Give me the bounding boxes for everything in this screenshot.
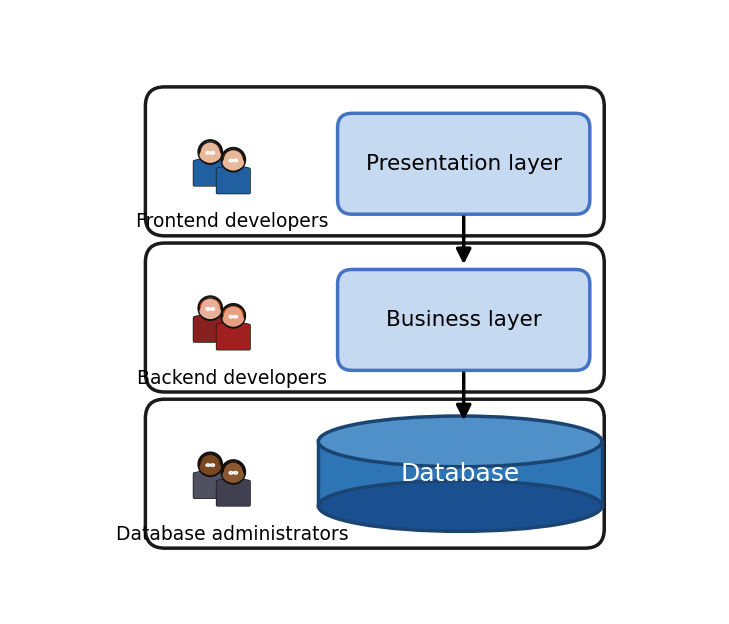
Ellipse shape xyxy=(200,142,221,158)
Polygon shape xyxy=(217,167,249,193)
Circle shape xyxy=(221,460,246,484)
Text: Presentation layer: Presentation layer xyxy=(366,154,562,173)
Text: Backend developers: Backend developers xyxy=(137,369,327,388)
FancyBboxPatch shape xyxy=(145,399,604,548)
Polygon shape xyxy=(194,314,226,341)
Circle shape xyxy=(225,307,242,324)
Ellipse shape xyxy=(223,462,243,478)
Ellipse shape xyxy=(222,468,244,482)
Circle shape xyxy=(225,151,242,168)
Ellipse shape xyxy=(222,312,244,326)
Ellipse shape xyxy=(222,462,245,479)
Ellipse shape xyxy=(319,480,602,532)
FancyBboxPatch shape xyxy=(145,243,604,392)
FancyBboxPatch shape xyxy=(338,270,590,371)
Circle shape xyxy=(198,296,222,320)
Polygon shape xyxy=(194,158,226,185)
Text: Business layer: Business layer xyxy=(386,310,542,330)
Circle shape xyxy=(223,306,243,326)
Circle shape xyxy=(198,140,222,164)
Circle shape xyxy=(200,454,220,474)
Polygon shape xyxy=(194,314,226,341)
Ellipse shape xyxy=(222,155,244,170)
Ellipse shape xyxy=(200,455,221,470)
Polygon shape xyxy=(217,479,249,505)
Text: Frontend developers: Frontend developers xyxy=(136,212,328,232)
Ellipse shape xyxy=(200,148,221,162)
Circle shape xyxy=(201,456,219,473)
Circle shape xyxy=(221,304,246,328)
Ellipse shape xyxy=(199,142,222,159)
Circle shape xyxy=(198,452,222,477)
Circle shape xyxy=(221,147,246,172)
Ellipse shape xyxy=(200,304,221,318)
Polygon shape xyxy=(217,323,249,349)
Polygon shape xyxy=(194,471,226,497)
Text: Database: Database xyxy=(400,462,520,485)
Ellipse shape xyxy=(222,306,245,323)
Circle shape xyxy=(223,150,243,170)
Polygon shape xyxy=(194,158,226,185)
Circle shape xyxy=(200,298,220,318)
Circle shape xyxy=(201,300,219,317)
Ellipse shape xyxy=(200,461,221,474)
Polygon shape xyxy=(217,323,249,349)
FancyBboxPatch shape xyxy=(338,114,590,214)
Ellipse shape xyxy=(199,454,222,471)
Polygon shape xyxy=(319,441,602,506)
Ellipse shape xyxy=(200,298,221,314)
Ellipse shape xyxy=(319,416,602,467)
Circle shape xyxy=(201,144,219,161)
Polygon shape xyxy=(217,479,249,505)
FancyBboxPatch shape xyxy=(145,87,604,236)
Polygon shape xyxy=(194,471,226,497)
Ellipse shape xyxy=(223,150,243,165)
Text: Database administrators: Database administrators xyxy=(116,525,348,544)
Ellipse shape xyxy=(223,306,243,322)
Circle shape xyxy=(223,462,243,482)
Polygon shape xyxy=(217,167,249,193)
Circle shape xyxy=(200,142,220,162)
Circle shape xyxy=(225,463,242,480)
Ellipse shape xyxy=(222,150,245,167)
Ellipse shape xyxy=(199,298,222,315)
